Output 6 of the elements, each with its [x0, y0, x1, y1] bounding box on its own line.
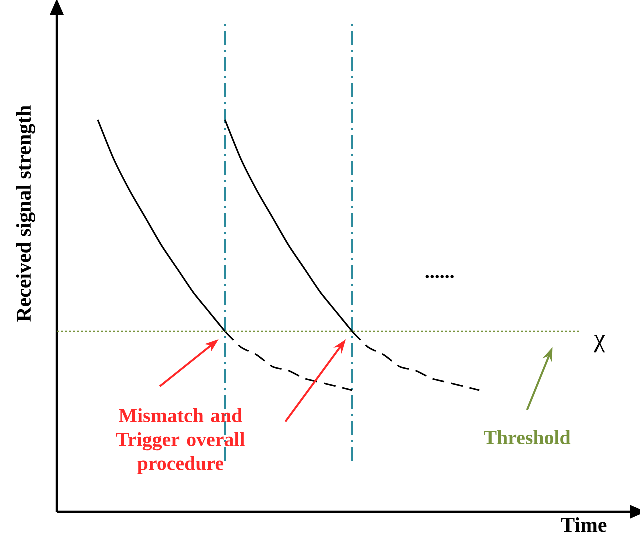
annotation: ...... — [426, 275, 454, 278]
ref-line-label: χ — [594, 335, 606, 353]
y-axis-title: Received signal strength — [16, 106, 36, 322]
annotation: Threshold — [484, 430, 571, 445]
annotation: Mismatch and Trigger overall procedure — [116, 408, 245, 474]
x-axis-title: Time — [561, 518, 607, 532]
